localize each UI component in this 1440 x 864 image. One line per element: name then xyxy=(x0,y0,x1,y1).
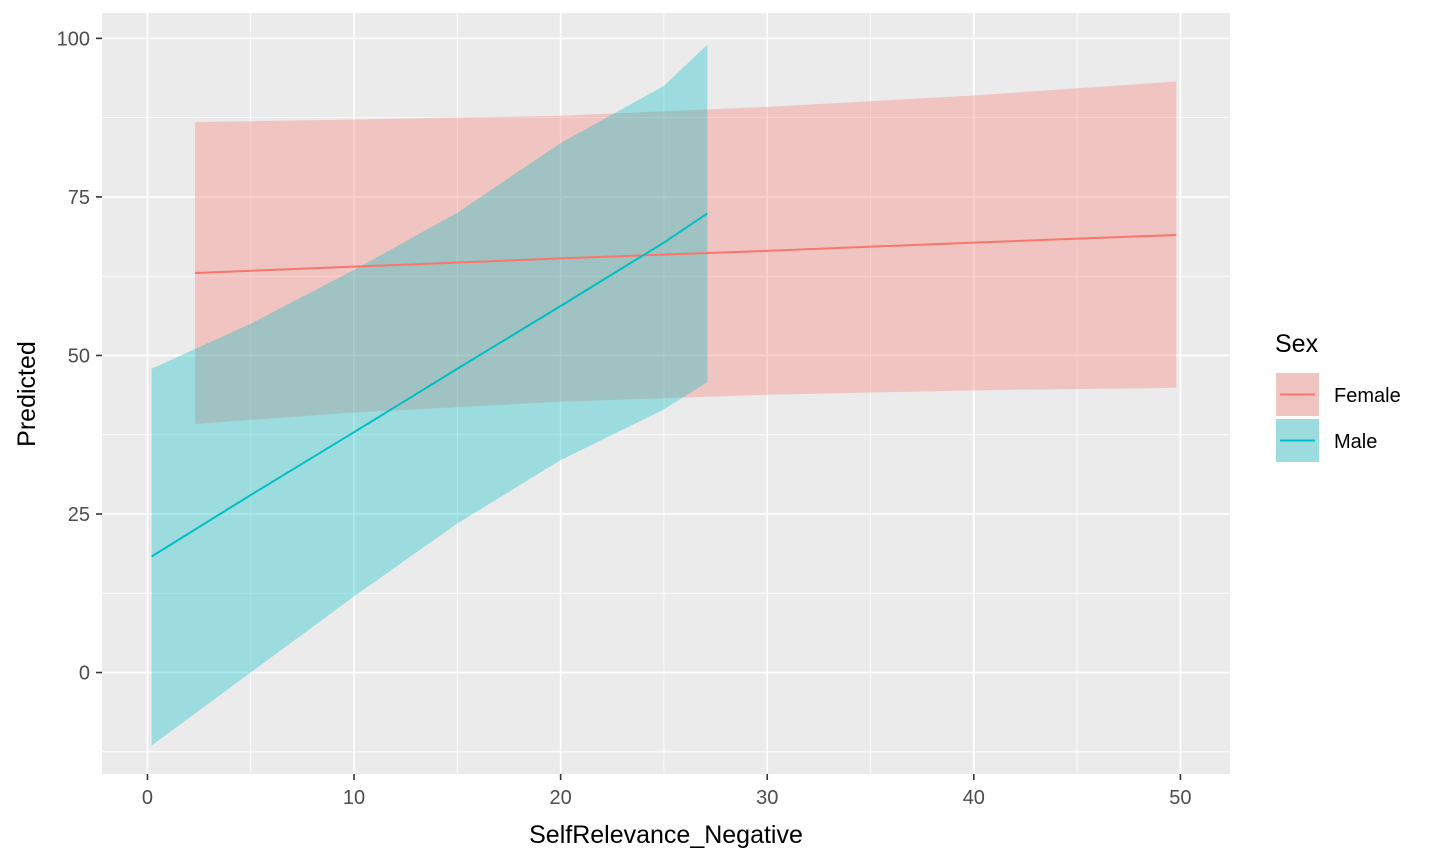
y-tick-label: 100 xyxy=(57,28,90,50)
y-tick-label: 25 xyxy=(68,504,90,526)
line-male xyxy=(151,212,708,558)
legend-label-male: Male xyxy=(1334,431,1377,453)
plot-panel xyxy=(102,13,1230,774)
y-axis: 0 25 50 75 100 xyxy=(57,28,102,685)
x-tick-label: 20 xyxy=(550,787,572,809)
y-tick-label: 50 xyxy=(68,345,90,367)
line-female xyxy=(194,233,1177,275)
ribbon-male xyxy=(151,44,708,746)
x-tick-label: 10 xyxy=(343,787,365,809)
series-lines xyxy=(151,212,1177,558)
confidence-ribbons xyxy=(151,44,1177,746)
x-tick-label: 40 xyxy=(963,787,985,809)
x-tick-label: 0 xyxy=(142,787,153,809)
x-axis: 0 10 20 30 40 50 xyxy=(142,774,1192,809)
y-tick-label: 75 xyxy=(68,187,90,209)
x-tick-label: 30 xyxy=(756,787,778,809)
legend-label-female: Female xyxy=(1334,385,1401,407)
y-tick-label: 0 xyxy=(79,663,90,685)
major-gridlines xyxy=(102,13,1230,774)
x-axis-title: SelfRelevance_Negative xyxy=(529,821,803,849)
legend-title: Sex xyxy=(1275,330,1319,358)
minor-gridlines xyxy=(102,13,1230,774)
y-axis-title: Predicted xyxy=(13,341,41,447)
legend: Sex Female Male xyxy=(1275,330,1401,462)
x-tick-label: 50 xyxy=(1169,787,1191,809)
ribbon-female xyxy=(194,81,1177,424)
